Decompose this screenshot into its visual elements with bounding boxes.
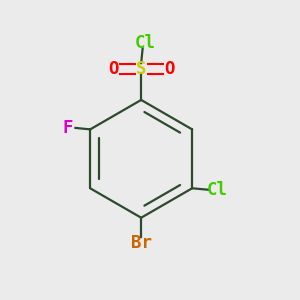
Text: Cl: Cl [135,34,156,52]
Text: S: S [136,60,146,78]
Text: Cl: Cl [207,181,228,199]
Text: F: F [63,119,73,137]
Text: O: O [164,60,174,78]
Text: Br: Br [131,234,152,252]
Text: O: O [108,60,119,78]
